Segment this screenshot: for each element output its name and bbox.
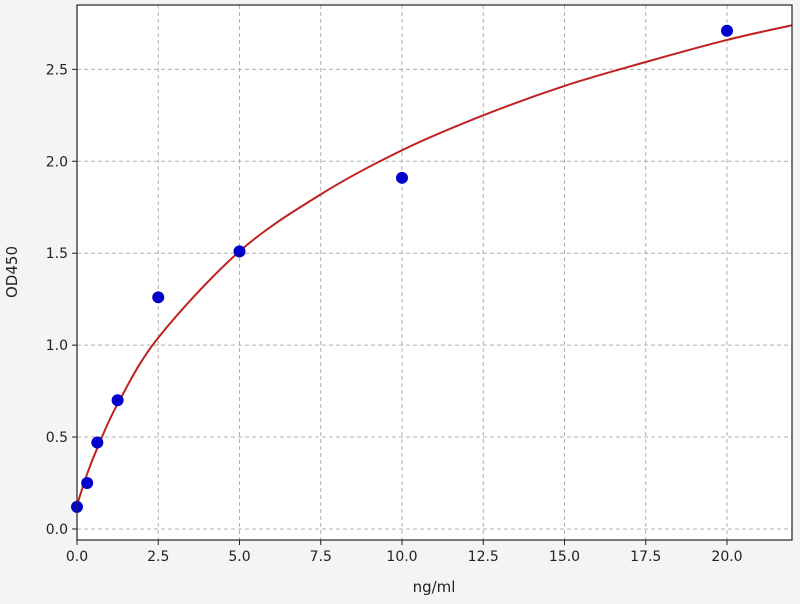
x-tick-label: 5.0 (228, 549, 250, 565)
y-tick-label: 0.5 (46, 430, 68, 446)
x-tick-label: 12.5 (468, 549, 499, 565)
x-axis-label: ng/ml (413, 578, 456, 596)
y-tick-label: 1.0 (46, 338, 68, 354)
data-point (91, 436, 104, 449)
y-tick-label: 2.5 (46, 62, 68, 78)
x-tick-label: 10.0 (386, 549, 417, 565)
x-tick-label: 15.0 (549, 549, 580, 565)
x-tick-label: 17.5 (630, 549, 661, 565)
data-point (111, 394, 124, 407)
y-tick-label: 1.5 (46, 246, 68, 262)
y-axis-label: OD450 (3, 246, 21, 298)
x-tick-label: 20.0 (711, 549, 742, 565)
data-point (152, 291, 165, 304)
y-tick-label: 0.0 (46, 522, 68, 538)
x-tick-label: 7.5 (310, 549, 332, 565)
x-tick-label: 2.5 (147, 549, 169, 565)
y-tick-label: 2.0 (46, 154, 68, 170)
plot-area (77, 5, 792, 540)
data-point (233, 245, 246, 258)
data-point (396, 171, 408, 184)
data-point (81, 477, 94, 490)
data-point (721, 24, 733, 37)
x-tick-label: 0.0 (66, 549, 88, 565)
plot-frame (76, 4, 793, 541)
